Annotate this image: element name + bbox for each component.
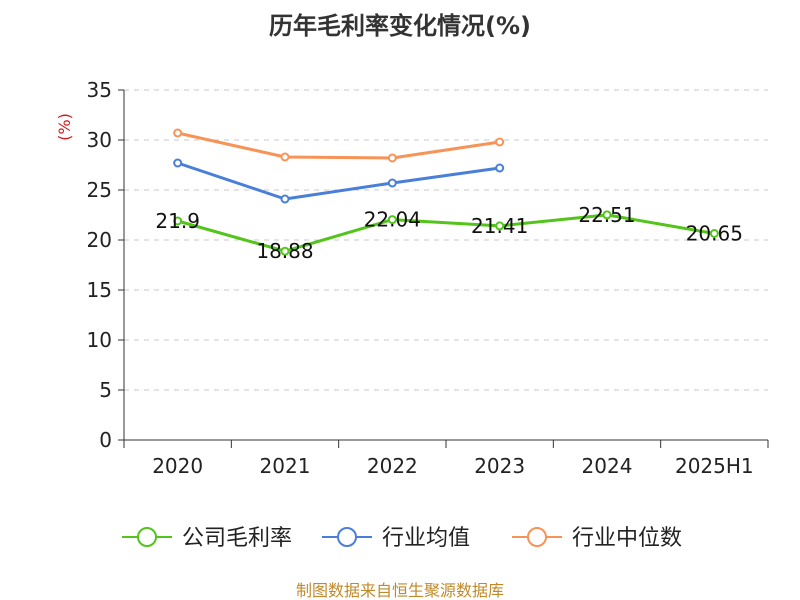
- data-point: [280, 152, 290, 162]
- legend-item[interactable]: 行业均值: [322, 526, 470, 551]
- y-tick-label: 35: [87, 78, 112, 102]
- data-point: [173, 128, 183, 138]
- y-tick-label: 15: [87, 278, 112, 302]
- data-point: [173, 216, 183, 226]
- legend-label: 公司毛利率: [182, 526, 292, 551]
- data-point: [495, 137, 505, 147]
- series-line: [177, 131, 500, 160]
- legend-item[interactable]: 行业中位数: [512, 526, 682, 551]
- x-tick-label: 2023: [474, 454, 525, 478]
- legend-item[interactable]: 公司毛利率: [122, 526, 292, 551]
- data-point: [602, 210, 612, 220]
- data-labels: 21.9 18.88 22.04 21.41 22.51 20.65: [155, 203, 743, 263]
- gridlines: [124, 89, 768, 391]
- y-tick-label: 10: [87, 328, 112, 352]
- data-label: 20.65: [686, 222, 743, 246]
- data-point: [280, 194, 290, 204]
- x-tick-label: 2021: [260, 454, 311, 478]
- legend-label: 行业中位数: [572, 526, 682, 551]
- chart-title: 历年毛利率变化情况(%): [269, 12, 531, 40]
- series-line: [177, 161, 500, 201]
- data-point: [495, 163, 505, 173]
- y-tick-label: 5: [99, 378, 112, 402]
- legend-marker: [137, 527, 157, 547]
- legend-label: 行业均值: [382, 526, 470, 551]
- legend-marker: [527, 527, 547, 547]
- data-label: 22.04: [364, 208, 421, 232]
- y-tick-label: 20: [87, 228, 112, 252]
- x-tick-label: 2025H1: [675, 454, 754, 478]
- x-tick-label: 2022: [367, 454, 418, 478]
- x-tick-label: 2024: [582, 454, 633, 478]
- data-point: [280, 246, 290, 256]
- series-layer: [173, 128, 719, 256]
- data-point: [709, 229, 719, 238]
- y-tick-label: 25: [87, 178, 112, 202]
- data-point: [173, 158, 183, 168]
- data-label: 21.41: [471, 214, 528, 238]
- data-label: 21.9: [155, 209, 200, 233]
- y-axis-unit: (%): [55, 113, 74, 141]
- data-point: [387, 153, 397, 163]
- y-tick-label: 30: [87, 128, 112, 152]
- legend[interactable]: 公司毛利率 行业均值 行业中位数: [122, 526, 682, 551]
- axes: 0 5 10 15 20 25 30 35 2020 2021 2022 2023 2024 2025H1: [87, 78, 769, 478]
- legend-marker: [337, 527, 357, 547]
- data-point: [495, 221, 505, 231]
- data-point: [387, 178, 397, 188]
- data-label: 22.51: [578, 203, 635, 227]
- x-tick-label: 2020: [152, 454, 203, 478]
- y-tick-label: 0: [99, 428, 112, 452]
- series-line: [177, 213, 715, 253]
- footer-source: 制图数据来自恒生聚源数据库: [296, 581, 504, 600]
- data-point: [387, 215, 397, 225]
- data-label: 18.88: [256, 239, 313, 263]
